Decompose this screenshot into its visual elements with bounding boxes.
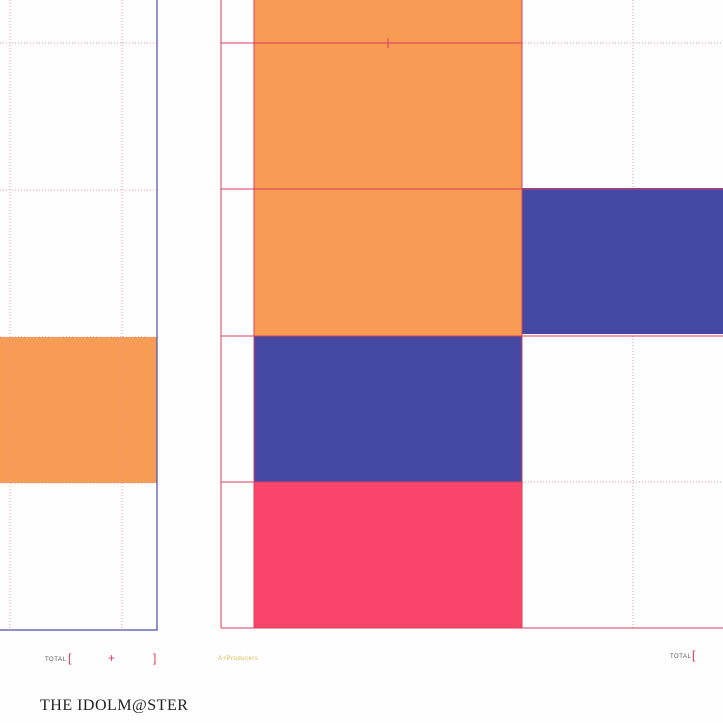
bracket: [ xyxy=(68,651,72,665)
blue-block xyxy=(522,188,723,334)
total-label: TOTAL xyxy=(45,657,67,663)
dotted-grid xyxy=(0,0,723,630)
blue-block xyxy=(254,336,522,482)
pink-block xyxy=(254,482,522,628)
orange-block xyxy=(254,0,522,336)
right-grid xyxy=(220,0,723,629)
orange-block xyxy=(0,337,157,483)
bracket: [ xyxy=(692,648,696,662)
plus: + xyxy=(108,651,116,665)
left-border xyxy=(0,0,158,631)
credit: A+Producers xyxy=(218,656,259,662)
title: THE IDOLM@STER xyxy=(40,697,189,714)
bracket: ] xyxy=(153,651,157,665)
total-label: TOTAL xyxy=(670,654,692,660)
